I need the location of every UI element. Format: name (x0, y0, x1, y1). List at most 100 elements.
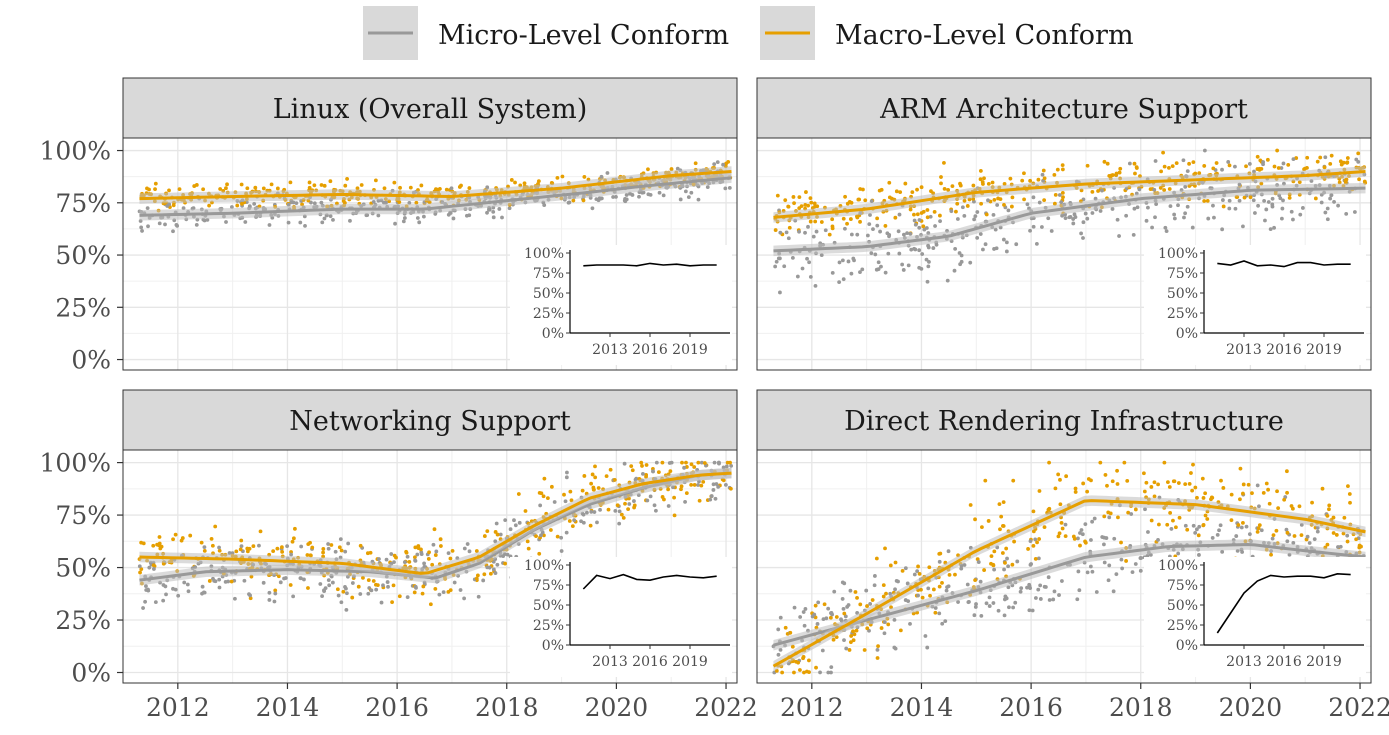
point-macro (359, 183, 364, 187)
point-macro (371, 579, 376, 583)
point-micro (711, 482, 716, 487)
point-macro (482, 534, 487, 538)
point-micro (913, 222, 918, 227)
point-macro (888, 563, 893, 568)
point-macro (615, 503, 620, 508)
point-micro (507, 206, 512, 211)
point-macro (887, 180, 892, 185)
point-macro (1189, 471, 1193, 475)
point-macro (457, 185, 462, 189)
point-micro (143, 599, 147, 604)
point-macro (1275, 148, 1280, 153)
point-macro (209, 536, 214, 541)
point-micro (917, 225, 922, 230)
point-micro (940, 621, 945, 626)
point-micro (267, 223, 272, 227)
point-macro (1022, 171, 1026, 176)
point-macro (1134, 165, 1139, 170)
point-micro (1163, 225, 1168, 230)
point-micro (1019, 586, 1024, 591)
micro-trend-line (773, 186, 1366, 253)
point-micro (589, 509, 594, 514)
point-macro (728, 460, 732, 465)
point-micro (202, 545, 207, 550)
point-micro (962, 213, 967, 218)
point-micro (319, 200, 324, 205)
point-micro (1075, 597, 1080, 602)
point-micro (965, 582, 970, 587)
point-micro (1085, 570, 1090, 575)
point-micro (938, 219, 942, 224)
point-micro (1284, 527, 1289, 532)
point-macro (488, 571, 493, 576)
point-micro (1102, 560, 1107, 565)
point-micro (1027, 582, 1032, 587)
point-macro (1162, 460, 1167, 465)
point-micro (776, 256, 781, 261)
point-micro (646, 192, 651, 197)
point-macro (1313, 196, 1318, 201)
point-macro (853, 590, 858, 594)
point-macro (361, 575, 365, 580)
point-macro (881, 594, 886, 599)
point-macro (884, 591, 888, 596)
point-macro (1168, 510, 1173, 515)
point-micro (830, 270, 835, 275)
point-macro (420, 591, 425, 596)
point-micro (1052, 589, 1057, 594)
point-micro (1143, 507, 1147, 512)
point-micro (962, 563, 967, 567)
point-micro (952, 268, 957, 273)
point-micro (723, 482, 728, 487)
point-macro (1255, 167, 1260, 171)
point-macro (1096, 189, 1100, 193)
point-macro (1036, 177, 1041, 182)
point-micro (860, 267, 865, 272)
point-macro (593, 475, 598, 480)
point-micro (1138, 568, 1143, 573)
inset-line (1216, 572, 1351, 634)
point-macro (1256, 526, 1261, 531)
point-micro (1031, 195, 1036, 200)
point-macro (830, 224, 835, 229)
point-micro (1060, 213, 1065, 218)
point-macro (1187, 161, 1191, 166)
point-macro (1102, 514, 1107, 519)
point-macro (797, 206, 802, 211)
point-micro (579, 519, 583, 524)
point-macro (1201, 496, 1206, 500)
point-macro (138, 570, 142, 575)
point-micro (1182, 215, 1186, 220)
point-micro (163, 222, 167, 227)
point-macro (1071, 534, 1076, 539)
inset-y-tick-label: 25% (533, 306, 564, 322)
point-micro (326, 578, 331, 583)
point-macro (828, 615, 833, 620)
point-macro (413, 555, 417, 560)
point-macro (978, 169, 983, 173)
point-macro (1305, 155, 1310, 160)
point-macro (307, 180, 312, 185)
point-micro (666, 504, 671, 508)
point-macro (1105, 161, 1110, 166)
point-macro (1052, 201, 1057, 206)
point-macro (273, 588, 278, 593)
point-micro (815, 622, 820, 626)
micro-trend-ribbon (773, 182, 1366, 257)
point-macro (808, 219, 813, 224)
point-macro (474, 549, 479, 553)
point-micro (1270, 536, 1275, 541)
inset-x-tick-label: 2013 (1226, 654, 1262, 670)
point-macro (248, 596, 253, 601)
point-micro (283, 576, 288, 580)
point-micro (1002, 567, 1006, 572)
point-micro (611, 195, 616, 199)
point-macro (1272, 164, 1277, 169)
point-micro (908, 621, 912, 626)
point-macro (235, 203, 240, 208)
point-micro (711, 488, 716, 492)
y-tick-label: 25% (55, 293, 111, 322)
point-macro (900, 568, 905, 573)
point-micro (874, 267, 879, 272)
point-macro (874, 556, 879, 561)
